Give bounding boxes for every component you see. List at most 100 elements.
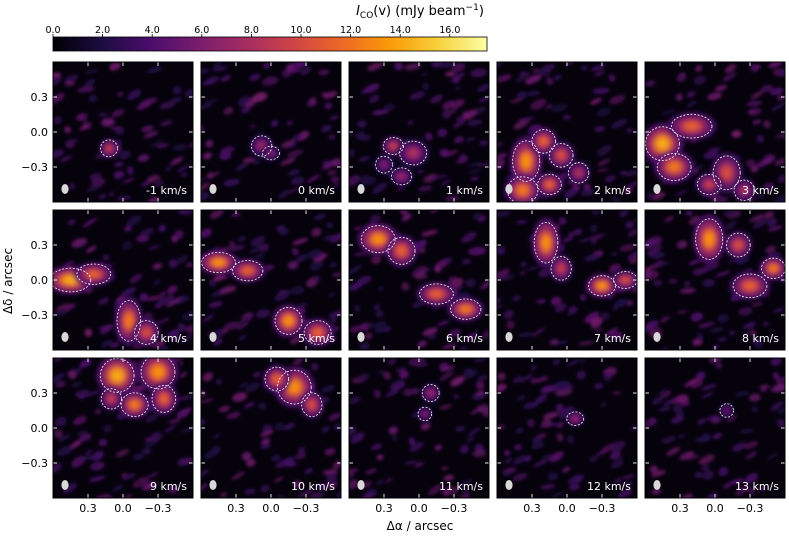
contour-line	[382, 137, 404, 155]
emission-blob	[152, 366, 164, 378]
emission-blob	[397, 246, 406, 256]
emission-blob	[769, 265, 778, 272]
beam-ellipse	[209, 184, 217, 194]
contour-line	[262, 145, 280, 161]
contour-line	[712, 155, 741, 191]
channel-panel: 6 km/s	[348, 209, 490, 351]
contour-line	[390, 167, 413, 186]
contours	[533, 221, 637, 297]
emission-blob	[130, 400, 139, 409]
emission	[373, 135, 430, 187]
contour-line	[726, 232, 751, 258]
emission-blob	[517, 186, 528, 195]
panel-frame	[52, 209, 194, 351]
contour-line	[419, 283, 454, 305]
y-axis-label: Δδ / arcsec	[1, 248, 15, 314]
colorbar-tick-label: 16.0	[439, 25, 460, 36]
x-tick-label: 0.3	[671, 502, 689, 515]
emission-blob	[422, 411, 427, 417]
x-tick-label: 0.0	[558, 502, 576, 515]
beam-ellipse	[653, 480, 661, 490]
contour-line	[100, 139, 118, 158]
emission	[262, 364, 325, 420]
panel-frame	[496, 357, 638, 499]
channel-panel: 3 km/s	[644, 61, 786, 203]
emission-blob	[621, 277, 630, 283]
velocity-label: 10 km/s	[291, 480, 335, 493]
emission-blob	[724, 408, 729, 413]
colorbar-label-close: )	[479, 4, 484, 19]
emission-blob	[142, 328, 151, 337]
colorbar-tick-label: 4.0	[145, 25, 160, 36]
panel-background	[349, 358, 489, 498]
contours	[99, 358, 177, 417]
contours	[264, 366, 323, 417]
contour-line	[733, 179, 755, 201]
channel-panel: 11 km/s 0.3 0.0 −0.3	[348, 357, 490, 515]
contour-line	[76, 263, 112, 285]
y-tick-label: 0.3	[31, 91, 49, 104]
noise-texture	[645, 358, 785, 498]
x-tick-label: 0.3	[375, 502, 393, 515]
emission-blob	[398, 173, 405, 179]
contour-line	[116, 300, 142, 342]
emission	[53, 261, 162, 348]
colorbar-tick-label: 12.0	[340, 25, 361, 36]
beam-ellipse	[653, 332, 661, 342]
emission	[416, 382, 442, 423]
emission-blob	[722, 167, 731, 179]
contour-line	[696, 173, 722, 196]
emission-blob	[428, 390, 434, 396]
x-tick-label: −0.3	[441, 502, 468, 515]
emission	[96, 358, 179, 420]
emission-blob	[542, 236, 550, 249]
emission	[531, 217, 637, 299]
colorbar-label-sub: CO	[360, 11, 373, 21]
noise-texture	[53, 62, 193, 202]
contour-line	[533, 221, 559, 264]
contour-line	[201, 251, 236, 274]
contours	[201, 251, 332, 345]
contour-line	[151, 384, 177, 413]
emission-blob	[125, 314, 133, 328]
emission-blob	[213, 259, 224, 266]
emission-blob	[106, 145, 112, 151]
noise-texture	[201, 62, 341, 201]
contour-line	[277, 369, 312, 405]
contour-line	[512, 140, 541, 182]
x-tick-label: 0.3	[227, 502, 245, 515]
channel-panel: -1 km/s 0.3 0.0 −0.3	[21, 61, 194, 203]
channel-panel: 13 km/s 0.3 0.0 −0.3	[644, 357, 786, 515]
contours	[100, 139, 118, 158]
emission-blob	[289, 381, 300, 393]
emission	[718, 402, 736, 419]
emission-blob	[557, 151, 565, 160]
beam-ellipse	[505, 184, 513, 194]
emission-blob	[460, 306, 471, 313]
panel-frame	[348, 209, 490, 351]
panel-frame	[348, 61, 490, 203]
channel-panel: 0 km/s	[200, 61, 342, 203]
emission-blob	[539, 137, 548, 146]
velocity-label: 7 km/s	[594, 332, 631, 345]
y-tick-label: −0.3	[21, 161, 48, 174]
contour-line	[450, 298, 482, 320]
y-tick-label: −0.3	[21, 457, 48, 470]
velocity-label: 8 km/s	[742, 332, 779, 345]
contour-line	[732, 273, 768, 299]
emission-blob	[744, 282, 756, 290]
x-tick-label: 0.0	[114, 502, 132, 515]
contour-line	[421, 384, 440, 402]
contour-line	[613, 271, 637, 289]
contour-line	[761, 257, 785, 279]
contour-line	[120, 392, 149, 417]
velocity-label: 4 km/s	[150, 332, 187, 345]
beam-ellipse	[61, 184, 69, 194]
y-tick-label: 0.0	[31, 422, 49, 435]
velocity-label: 1 km/s	[446, 184, 483, 197]
contours	[566, 411, 585, 426]
channel-panel: 2 km/s	[496, 61, 638, 203]
emission-blob	[558, 264, 565, 273]
emission-blob	[704, 232, 714, 246]
x-axis-label: Δα / arcsec	[387, 519, 454, 533]
